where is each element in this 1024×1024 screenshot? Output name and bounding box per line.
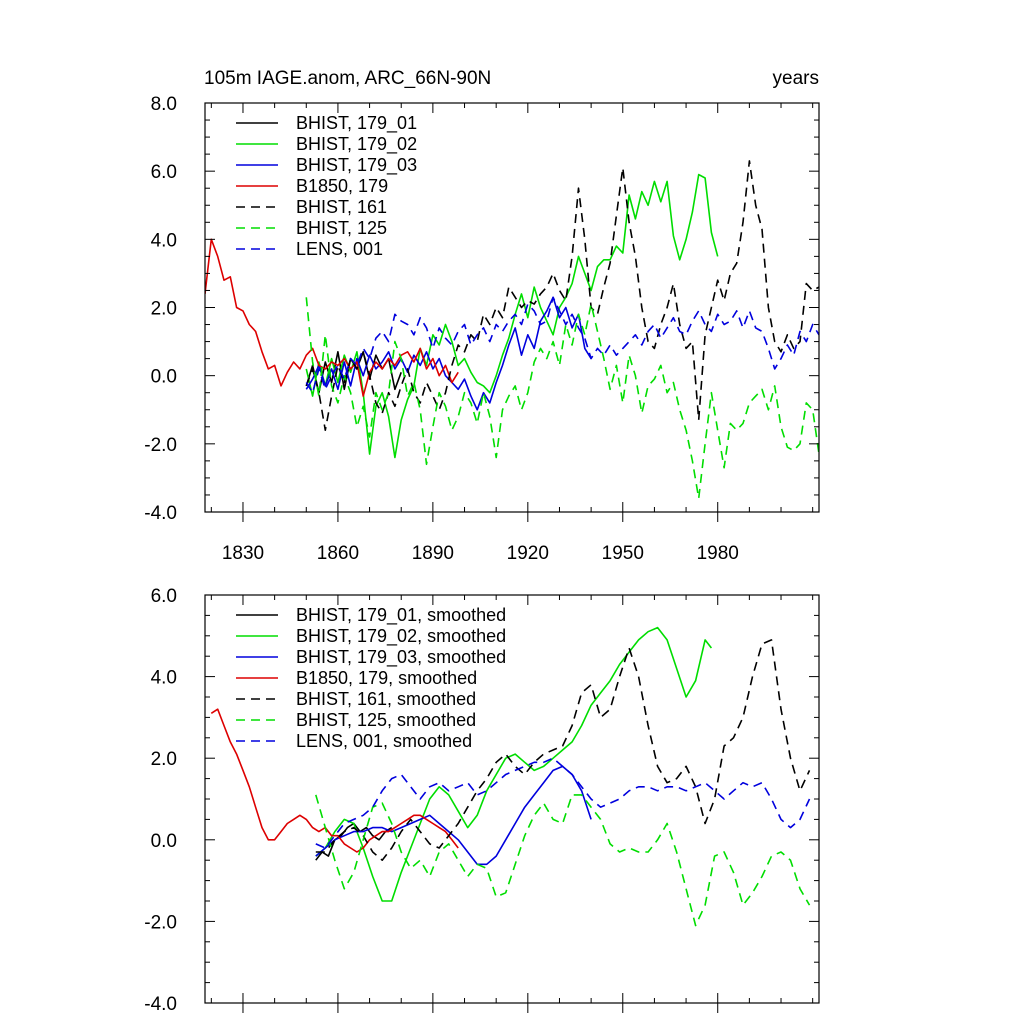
top-axes: -4.0 -2.0 0.0 2.0 4.0 6.0 8.0 1830 1860 1890 1920 1…	[144, 94, 820, 564]
x-tick-label: 1830	[222, 543, 264, 564]
y-tick-label: 6.0	[151, 586, 177, 607]
x-tick-label: 1980	[697, 543, 739, 564]
x-tick-label: 1860	[317, 543, 359, 564]
legend-entry: BHIST, 179_02	[296, 134, 417, 155]
bottom-axes: -4.0 -2.0 0.0 2.0 4.0 6.0	[144, 586, 820, 1015]
y-tick-label: 2.0	[151, 299, 177, 320]
series-line-7	[305, 296, 819, 394]
series-line-3	[315, 765, 592, 866]
legend-entry: BHIST, 179_02, smoothed	[296, 626, 506, 647]
x-tick-label: 1890	[412, 543, 454, 564]
top-panel-title: 105m IAGE.anom, ARC_66N-90N	[204, 68, 491, 89]
y-tick-label: -2.0	[144, 912, 177, 933]
series-line-4	[205, 238, 459, 397]
series-line-7	[315, 757, 811, 849]
legend-entry: LENS, 001	[296, 239, 383, 259]
y-tick-label: 4.0	[151, 668, 177, 689]
top-panel: 105m IAGE.anom, ARC_66N-90N years -4.0 -2…	[144, 68, 820, 564]
series-line-6	[305, 297, 819, 500]
legend-entry: BHIST, 161, smoothed	[296, 689, 476, 709]
legend-entry: B1850, 179, smoothed	[296, 668, 477, 688]
legend-entry: BHIST, 179_01, smoothed	[296, 605, 506, 626]
y-tick-label: -4.0	[144, 994, 177, 1015]
series-line-5	[315, 639, 811, 861]
bottom-panel: -4.0 -2.0 0.0 2.0 4.0 6.0 BHIST, 179_01, smoo…	[144, 586, 820, 1015]
series-line-2	[315, 626, 713, 902]
y-tick-label: 2.0	[151, 749, 177, 770]
legend-entry: LENS, 001, smoothed	[296, 731, 472, 751]
y-tick-label: 0.0	[151, 367, 177, 388]
legend-entry: BHIST, 179_03, smoothed	[296, 647, 506, 668]
y-tick-label: -2.0	[144, 435, 177, 456]
legend-entry: BHIST, 125	[296, 218, 387, 238]
series-line-2	[305, 173, 719, 459]
y-tick-label: 0.0	[151, 831, 177, 852]
series-line-5	[305, 160, 819, 431]
bottom-plot-area	[210, 626, 811, 927]
top-plot-area	[205, 160, 819, 500]
top-panel-units: years	[773, 68, 819, 89]
legend-entry: BHIST, 179_01	[296, 113, 417, 134]
y-tick-label: 4.0	[151, 230, 177, 251]
legend-entry: B1850, 179	[296, 176, 388, 196]
legend-entry: BHIST, 125, smoothed	[296, 710, 476, 730]
y-tick-label: -4.0	[144, 503, 177, 524]
legend-entry: BHIST, 179_03	[296, 155, 417, 176]
y-tick-label: 8.0	[151, 94, 177, 115]
legend-entry: BHIST, 161	[296, 197, 387, 217]
series-line-6	[315, 794, 811, 927]
series-line-4	[210, 708, 459, 853]
x-tick-label: 1950	[602, 543, 644, 564]
y-tick-label: 6.0	[151, 162, 177, 183]
x-tick-label: 1920	[507, 543, 549, 564]
